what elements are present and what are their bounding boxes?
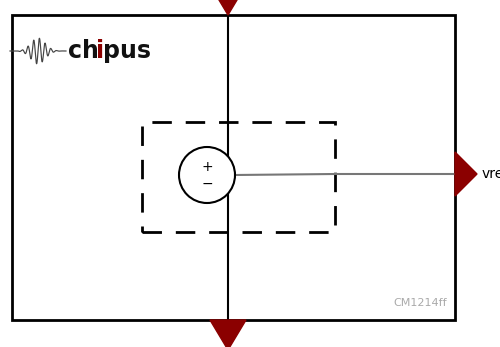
Circle shape bbox=[179, 147, 235, 203]
Text: +: + bbox=[201, 160, 213, 174]
Text: CM1214ff: CM1214ff bbox=[394, 298, 447, 308]
Text: −: − bbox=[201, 177, 213, 191]
Text: vref_out: vref_out bbox=[482, 167, 500, 181]
Polygon shape bbox=[455, 152, 477, 196]
Text: pus: pus bbox=[103, 39, 151, 63]
Bar bbox=[142, 122, 335, 232]
Polygon shape bbox=[210, 0, 246, 15]
Polygon shape bbox=[210, 320, 246, 347]
Text: ch: ch bbox=[68, 39, 99, 63]
Text: i: i bbox=[96, 39, 104, 63]
Bar bbox=[12, 15, 455, 320]
